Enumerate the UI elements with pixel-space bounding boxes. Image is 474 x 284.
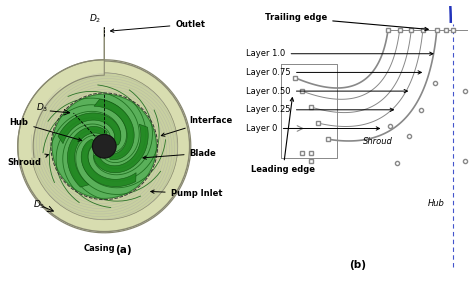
- Text: Layer 0.25: Layer 0.25: [246, 105, 393, 114]
- Text: Pump Inlet: Pump Inlet: [151, 189, 222, 198]
- Text: Layer 0: Layer 0: [246, 124, 380, 133]
- Polygon shape: [94, 99, 134, 160]
- Polygon shape: [18, 28, 104, 160]
- Text: Layer 0.75: Layer 0.75: [246, 68, 421, 77]
- Text: Shroud: Shroud: [363, 137, 392, 147]
- Polygon shape: [58, 113, 121, 145]
- Text: Outlet: Outlet: [110, 20, 205, 32]
- Circle shape: [52, 94, 156, 199]
- Text: Layer 1.0: Layer 1.0: [246, 49, 433, 58]
- Text: Casing: Casing: [84, 244, 115, 252]
- Text: Trailing edge: Trailing edge: [265, 13, 428, 31]
- Text: $D_3$: $D_3$: [36, 102, 48, 114]
- Text: Layer 0.50: Layer 0.50: [246, 87, 408, 96]
- Circle shape: [92, 134, 116, 158]
- Polygon shape: [94, 124, 148, 173]
- Text: $D_5$: $D_5$: [33, 199, 46, 211]
- Polygon shape: [67, 126, 107, 187]
- Text: Shroud: Shroud: [7, 154, 48, 167]
- Text: (b): (b): [349, 260, 366, 270]
- Text: Leading edge: Leading edge: [251, 98, 315, 174]
- Text: $D_2$: $D_2$: [89, 13, 101, 25]
- Circle shape: [31, 73, 178, 220]
- Text: Hub: Hub: [428, 199, 445, 208]
- Text: Interface: Interface: [161, 116, 233, 136]
- Text: Blade: Blade: [143, 149, 216, 159]
- Polygon shape: [81, 139, 136, 187]
- Circle shape: [19, 61, 190, 231]
- Text: Hub: Hub: [9, 118, 82, 141]
- Text: (a): (a): [115, 245, 132, 255]
